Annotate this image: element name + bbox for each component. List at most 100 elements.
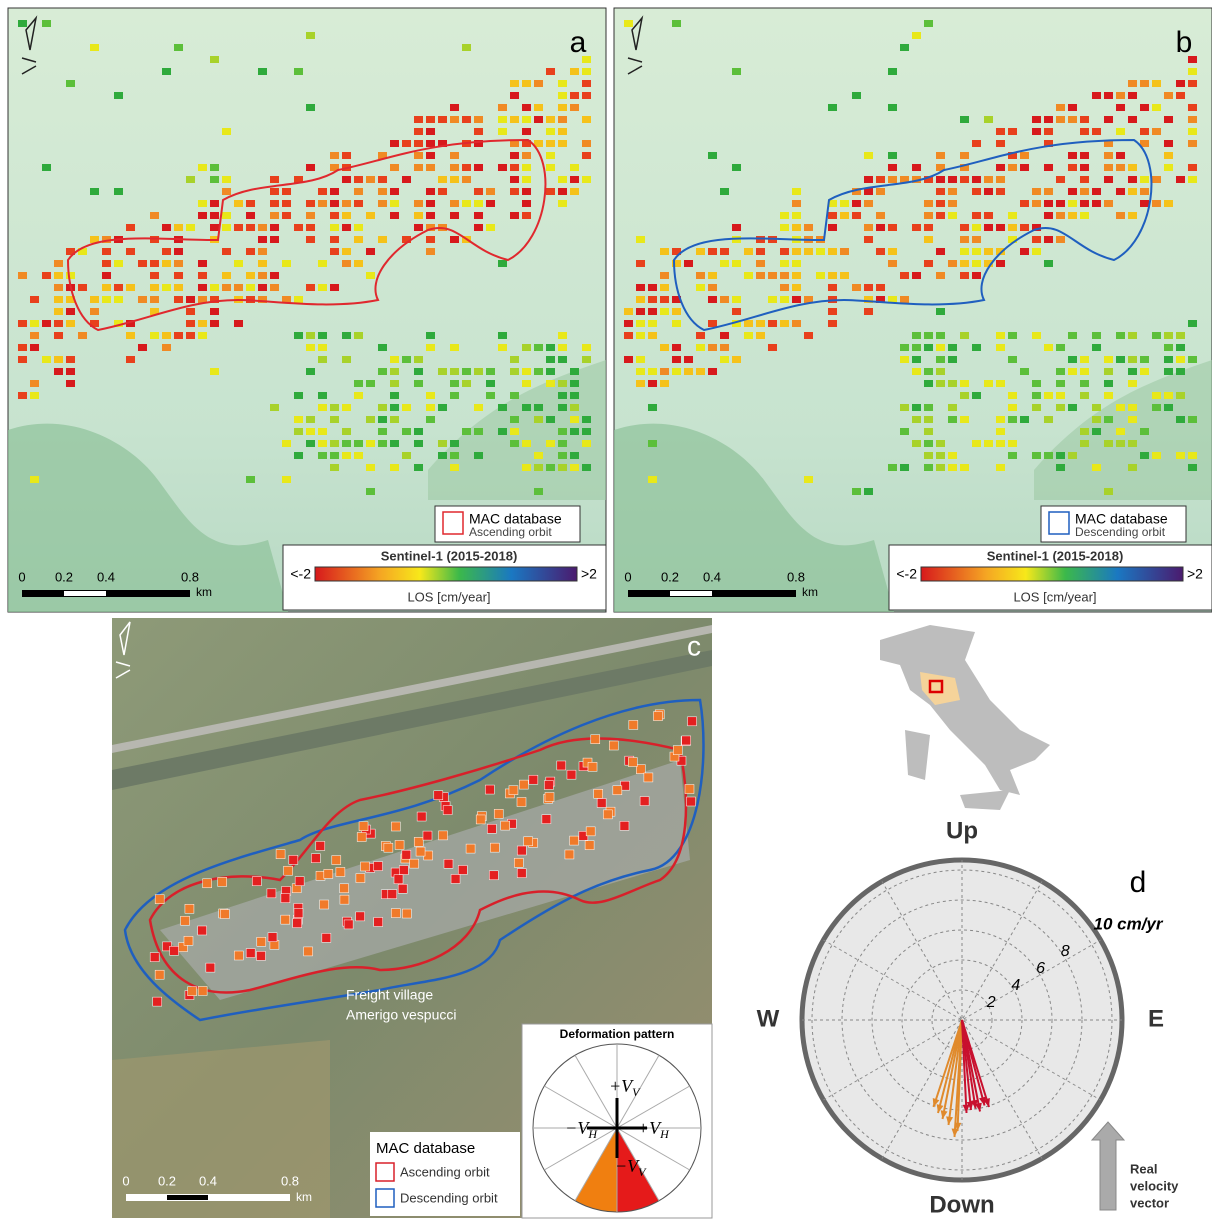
ps-point [498, 128, 507, 135]
ps-point [409, 858, 419, 869]
legend-swatch [442, 511, 464, 535]
ps-point [1188, 416, 1197, 423]
ps-point [330, 452, 339, 459]
polar-ring [871, 929, 1053, 1111]
ps-point [210, 308, 219, 315]
ps-point [1080, 152, 1089, 159]
ps-point [1092, 344, 1101, 351]
ps-point [217, 877, 227, 887]
ps-point [972, 392, 981, 399]
ps-point [90, 236, 99, 243]
ps-point [544, 780, 554, 790]
ps-point [306, 104, 315, 111]
ps-point [960, 224, 969, 231]
ps-point [686, 796, 696, 807]
ps-point [342, 260, 351, 267]
ps-point [416, 811, 427, 822]
ps-point [197, 986, 208, 996]
ps-point [1188, 68, 1197, 75]
ps-point [708, 320, 717, 327]
ps-point [54, 368, 63, 375]
ps-point [1068, 452, 1077, 459]
ps-point [948, 176, 957, 183]
ps-point [792, 272, 801, 279]
ps-point [258, 68, 267, 75]
ps-point [66, 380, 75, 387]
ps-point [294, 416, 303, 423]
ps-point [282, 200, 291, 207]
ps-point [1080, 116, 1089, 123]
ps-point [696, 368, 705, 375]
ps-point [864, 236, 873, 243]
panel-c: c Freight village Amerigo vespucci MAC data… [112, 618, 713, 1219]
ps-point [1044, 200, 1053, 207]
ps-point [246, 212, 255, 219]
ps-point [546, 164, 555, 171]
ps-point [270, 284, 279, 291]
ps-point [720, 356, 729, 363]
ps-point [78, 284, 87, 291]
ps-point [234, 950, 244, 961]
ps-point [90, 296, 99, 303]
ps-point [342, 428, 351, 435]
ps-point [564, 849, 575, 860]
ps-point [522, 104, 531, 111]
polar-spoke [881, 881, 1043, 1159]
ps-point [426, 128, 435, 135]
ps-point [687, 716, 697, 727]
ps-point [1140, 200, 1149, 207]
ps-point [220, 909, 230, 919]
scale-bar [167, 1195, 208, 1200]
ps-point [570, 464, 579, 471]
ps-point [984, 260, 993, 267]
ps-point [366, 416, 375, 423]
ps-point [996, 332, 1005, 339]
ps-point [414, 116, 423, 123]
ps-point [318, 452, 327, 459]
ps-point [234, 320, 243, 327]
ps-point [474, 428, 483, 435]
ps-point [339, 894, 350, 905]
ps-point [984, 380, 993, 387]
ps-point [510, 164, 519, 171]
ps-point [354, 440, 363, 447]
ps-point [558, 464, 567, 471]
ps-point [780, 284, 789, 291]
ps-point [1044, 128, 1053, 135]
legend-note: Real [1130, 1161, 1157, 1176]
ps-point [1032, 188, 1041, 195]
ps-point [1008, 128, 1017, 135]
axis-symbol: −V [615, 1156, 640, 1176]
ps-point [498, 332, 507, 339]
ps-point [390, 368, 399, 375]
direction-label: E [1148, 1005, 1164, 1032]
ps-point [936, 272, 945, 279]
ps-point [378, 236, 387, 243]
ps-point [1140, 188, 1149, 195]
ps-point [570, 416, 579, 423]
ps-point [102, 260, 111, 267]
ps-point [1140, 104, 1149, 111]
ps-point [660, 308, 669, 315]
ps-point [1080, 380, 1089, 387]
ps-point [1056, 200, 1065, 207]
ps-point [660, 272, 669, 279]
ps-point [852, 488, 861, 495]
colorbar [314, 566, 578, 582]
ps-point [1152, 80, 1161, 87]
ps-point [596, 798, 607, 808]
ps-point [270, 188, 279, 195]
ps-point [756, 272, 765, 279]
ps-point [183, 936, 194, 946]
ps-point [18, 20, 27, 27]
ps-point [828, 272, 837, 279]
ps-point [342, 332, 351, 339]
ps-point [852, 212, 861, 219]
ps-point [522, 188, 531, 195]
ps-point [984, 116, 993, 123]
ps-point [1032, 236, 1041, 243]
ps-point [1104, 392, 1113, 399]
ps-point [1140, 128, 1149, 135]
vector-head [936, 1104, 944, 1113]
